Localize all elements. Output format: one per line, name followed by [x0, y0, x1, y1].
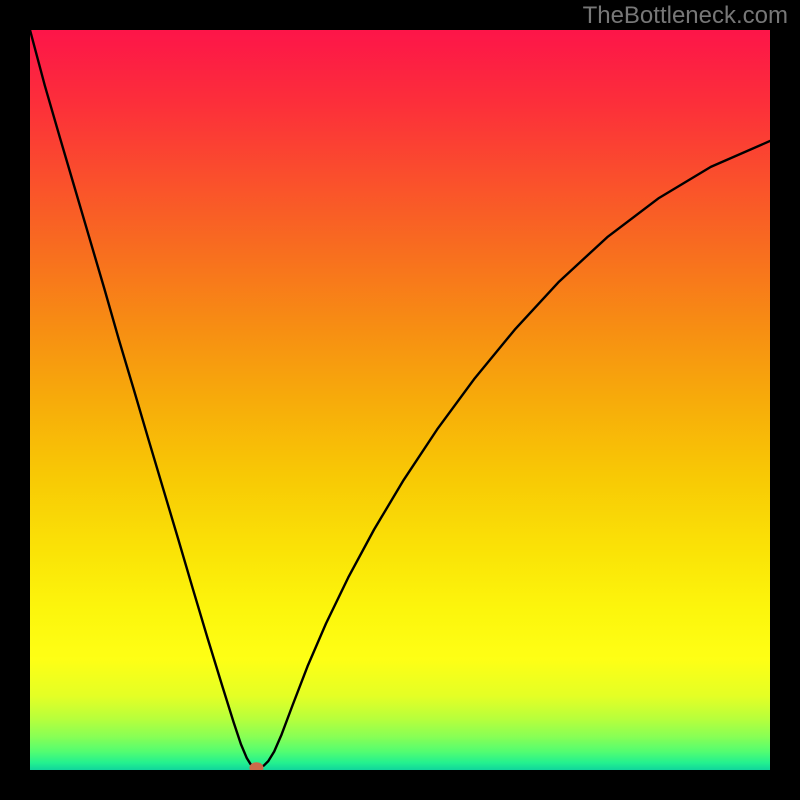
plot-svg	[30, 30, 770, 770]
watermark-text: TheBottleneck.com	[583, 2, 788, 30]
plot-area	[30, 30, 770, 770]
gradient-background	[30, 30, 770, 770]
chart-frame: TheBottleneck.com	[0, 0, 800, 800]
